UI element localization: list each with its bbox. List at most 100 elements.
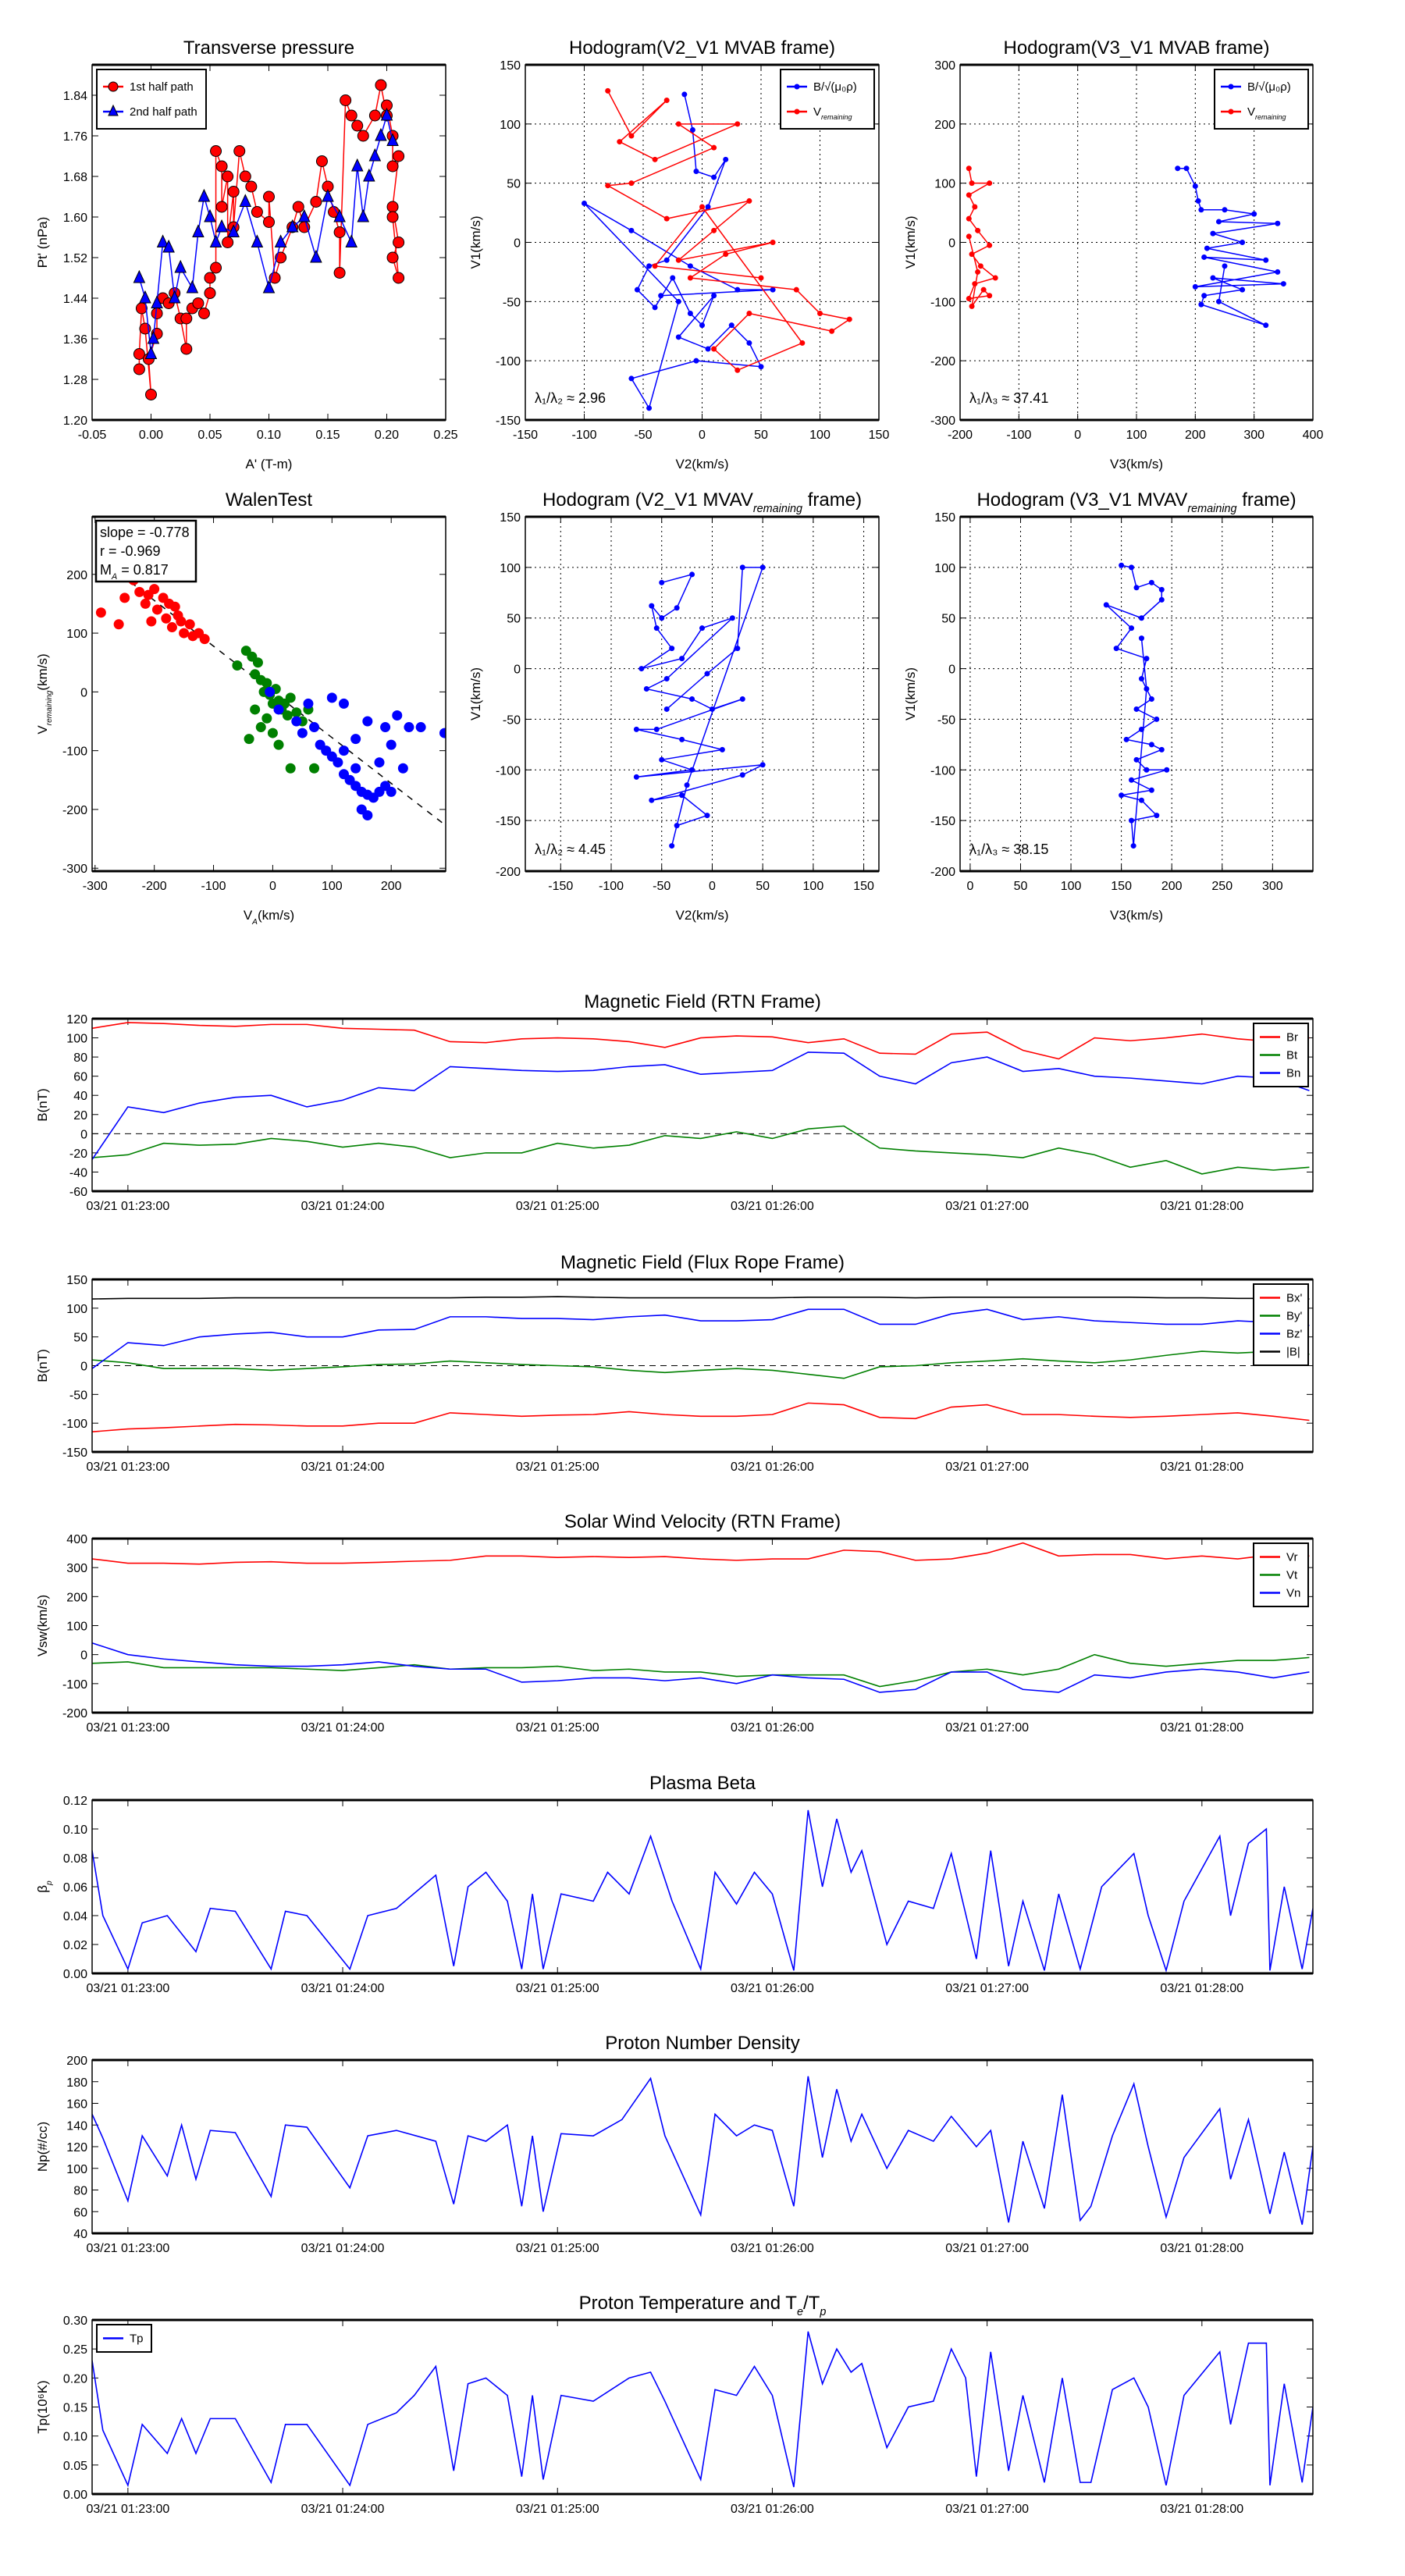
data-point — [134, 586, 145, 597]
data-point — [232, 660, 243, 671]
y-tick-label: 100 — [66, 2163, 87, 2176]
y-tick-label: 0 — [514, 664, 521, 677]
y-tick-label: 1.52 — [63, 252, 87, 265]
y-tick-label: -150 — [496, 415, 521, 428]
y-tick-label: 60 — [73, 2206, 87, 2219]
stats-line: r = -0.969 — [100, 543, 161, 559]
legend-label: Vr — [1286, 1551, 1297, 1564]
data-point — [393, 150, 405, 162]
y-axis-label: βp — [35, 1880, 54, 1893]
series-line — [92, 1022, 1310, 1060]
data-point — [969, 251, 975, 258]
y-tick-label: 40 — [73, 2228, 87, 2241]
data-point — [975, 269, 981, 275]
eigenvalue-ratio-annotation: λ₁/λ₂ ≈ 4.45 — [535, 841, 606, 857]
data-point — [233, 145, 246, 157]
x-tick-label: 0.00 — [139, 429, 163, 442]
series-3 — [92, 1308, 1310, 1369]
x-tick-label: 100 — [322, 880, 343, 893]
legend-label: Bn — [1286, 1067, 1300, 1080]
x-tick-label: 03/21 01:26:00 — [731, 2503, 814, 2516]
y-tick-label: -20 — [69, 1147, 87, 1161]
data-point — [215, 201, 228, 213]
data-point — [273, 704, 284, 715]
legend-label: Vt — [1286, 1569, 1298, 1582]
data-point — [652, 263, 658, 269]
data-point — [711, 346, 717, 352]
data-point — [687, 311, 693, 316]
data-point — [1198, 207, 1204, 213]
axes-frame — [959, 516, 1314, 872]
y-tick-label: 1.60 — [63, 212, 87, 225]
stats-line: MA = 0.817 — [100, 562, 169, 582]
data-point — [350, 763, 361, 774]
x-tick-label: 150 — [853, 880, 874, 893]
data-point — [161, 613, 172, 624]
data-point — [1138, 676, 1144, 682]
y-tick-label: -200 — [496, 866, 521, 879]
stats-line-part: A — [111, 572, 117, 582]
y-tick-label: 80 — [73, 1051, 87, 1065]
y-tick-label: 1.36 — [63, 333, 87, 347]
x-axis-label: V2(km/s) — [676, 908, 729, 923]
data-point — [759, 762, 766, 768]
data-point — [966, 215, 972, 222]
legend-label: 1st half path — [130, 80, 194, 94]
x-tick-label: 03/21 01:27:00 — [945, 2242, 1029, 2255]
legend-label-part: remaining — [821, 113, 852, 121]
data-point — [386, 739, 397, 750]
x-tick-label: 300 — [1243, 429, 1264, 442]
data-point — [326, 692, 337, 703]
data-point — [244, 734, 254, 745]
y-tick-label: -100 — [496, 764, 521, 777]
x-tick-label: -150 — [548, 880, 573, 893]
x-tick-label: 03/21 01:23:00 — [86, 1982, 169, 1995]
data-point — [261, 713, 272, 724]
y-axis-label: V1(km/s) — [468, 216, 483, 269]
data-point — [1144, 686, 1150, 692]
legend-label-part: remaining — [1255, 113, 1286, 121]
data-point — [1210, 275, 1216, 281]
data-point — [817, 311, 823, 316]
data-point — [186, 279, 199, 294]
data-point — [687, 263, 693, 269]
x-tick-label: 03/21 01:26:00 — [731, 1982, 814, 1995]
hodogram-v2-v1-mvav-title-part: frame) — [802, 489, 862, 511]
y-tick-label: 200 — [66, 569, 87, 582]
data-point — [966, 165, 972, 172]
legend-item: |B| — [1260, 1346, 1300, 1359]
y-axis-label: Vsw(km/s) — [35, 1595, 50, 1656]
transverse-pressure-title: Transverse pressure — [183, 37, 354, 59]
data-point — [286, 219, 299, 233]
data-point — [1183, 165, 1190, 172]
data-point — [735, 367, 741, 373]
y-tick-label: -40 — [69, 1166, 87, 1179]
x-tick-label: 50 — [754, 429, 768, 442]
x-tick-label: 03/21 01:23:00 — [86, 2242, 169, 2255]
data-point — [310, 249, 322, 263]
data-point — [392, 710, 403, 720]
data-point — [735, 286, 741, 293]
legend-item: Tp — [103, 2332, 144, 2346]
y-tick-label: 0.20 — [63, 2372, 87, 2386]
data-point — [375, 79, 387, 91]
y-tick-label: -300 — [930, 415, 955, 428]
eigenvalue-ratio-annotation: λ₁/λ₃ ≈ 38.15 — [969, 841, 1048, 857]
data-point — [113, 619, 124, 630]
data-point — [1263, 257, 1269, 263]
data-point — [977, 263, 984, 269]
data-point — [966, 296, 972, 302]
data-point — [174, 259, 187, 273]
series-1 — [92, 1542, 1310, 1565]
data-point — [145, 389, 157, 400]
y-tick-label: 0 — [80, 686, 87, 699]
data-point — [1215, 219, 1222, 225]
y-tick-label: 0.00 — [63, 2489, 87, 2502]
y-tick-label: -50 — [503, 296, 521, 309]
x-tick-label: 0 — [269, 880, 276, 893]
magnetic-field-rtn-chart: 03/21 01:23:00 03/21 01:24:00 03/21 01:25:… — [35, 991, 1314, 1213]
legend-label: Vremaining — [1247, 105, 1286, 121]
data-point — [227, 224, 240, 237]
y-tick-label: 20 — [73, 1109, 87, 1123]
x-tick-label: 03/21 01:28:00 — [1160, 1200, 1243, 1213]
